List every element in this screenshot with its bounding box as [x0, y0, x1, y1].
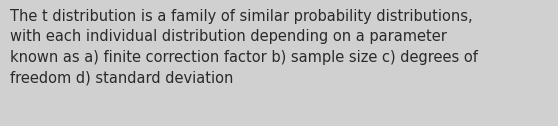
Text: The t distribution is a family of similar probability distributions,
with each i: The t distribution is a family of simila… [10, 9, 478, 85]
